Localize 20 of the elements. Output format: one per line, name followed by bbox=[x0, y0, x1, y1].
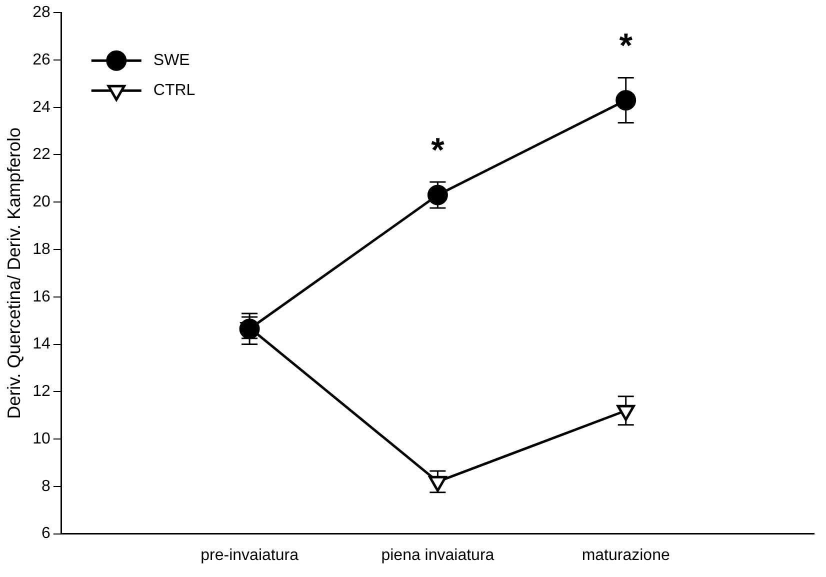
y-tick-label: 14 bbox=[32, 336, 50, 353]
y-tick-label: 10 bbox=[32, 430, 50, 448]
legend-label: SWE bbox=[153, 52, 190, 70]
x-tick-label: maturazione bbox=[582, 546, 670, 564]
x-tick-label: piena invaiatura bbox=[381, 546, 494, 564]
annotation: * bbox=[431, 131, 446, 170]
x-tick-label: pre-invaiatura bbox=[200, 546, 299, 564]
annotation: * bbox=[619, 27, 634, 66]
y-tick-label: 6 bbox=[41, 525, 50, 542]
y-axis-title: Deriv. Quercetina/ Deriv. Kampferolo bbox=[4, 127, 24, 419]
y-tick-label: 28 bbox=[32, 4, 50, 22]
y-tick-label: 26 bbox=[32, 51, 50, 68]
y-tick-label: 16 bbox=[32, 288, 50, 306]
y-tick-label: 24 bbox=[32, 98, 50, 116]
legend-label: CTRL bbox=[153, 82, 196, 100]
y-tick-label: 8 bbox=[41, 478, 50, 495]
y-tick-label: 20 bbox=[32, 194, 50, 211]
y-tick-label: 12 bbox=[32, 383, 50, 400]
y-tick-label: 18 bbox=[32, 240, 50, 258]
y-tick-label: 22 bbox=[32, 146, 50, 164]
